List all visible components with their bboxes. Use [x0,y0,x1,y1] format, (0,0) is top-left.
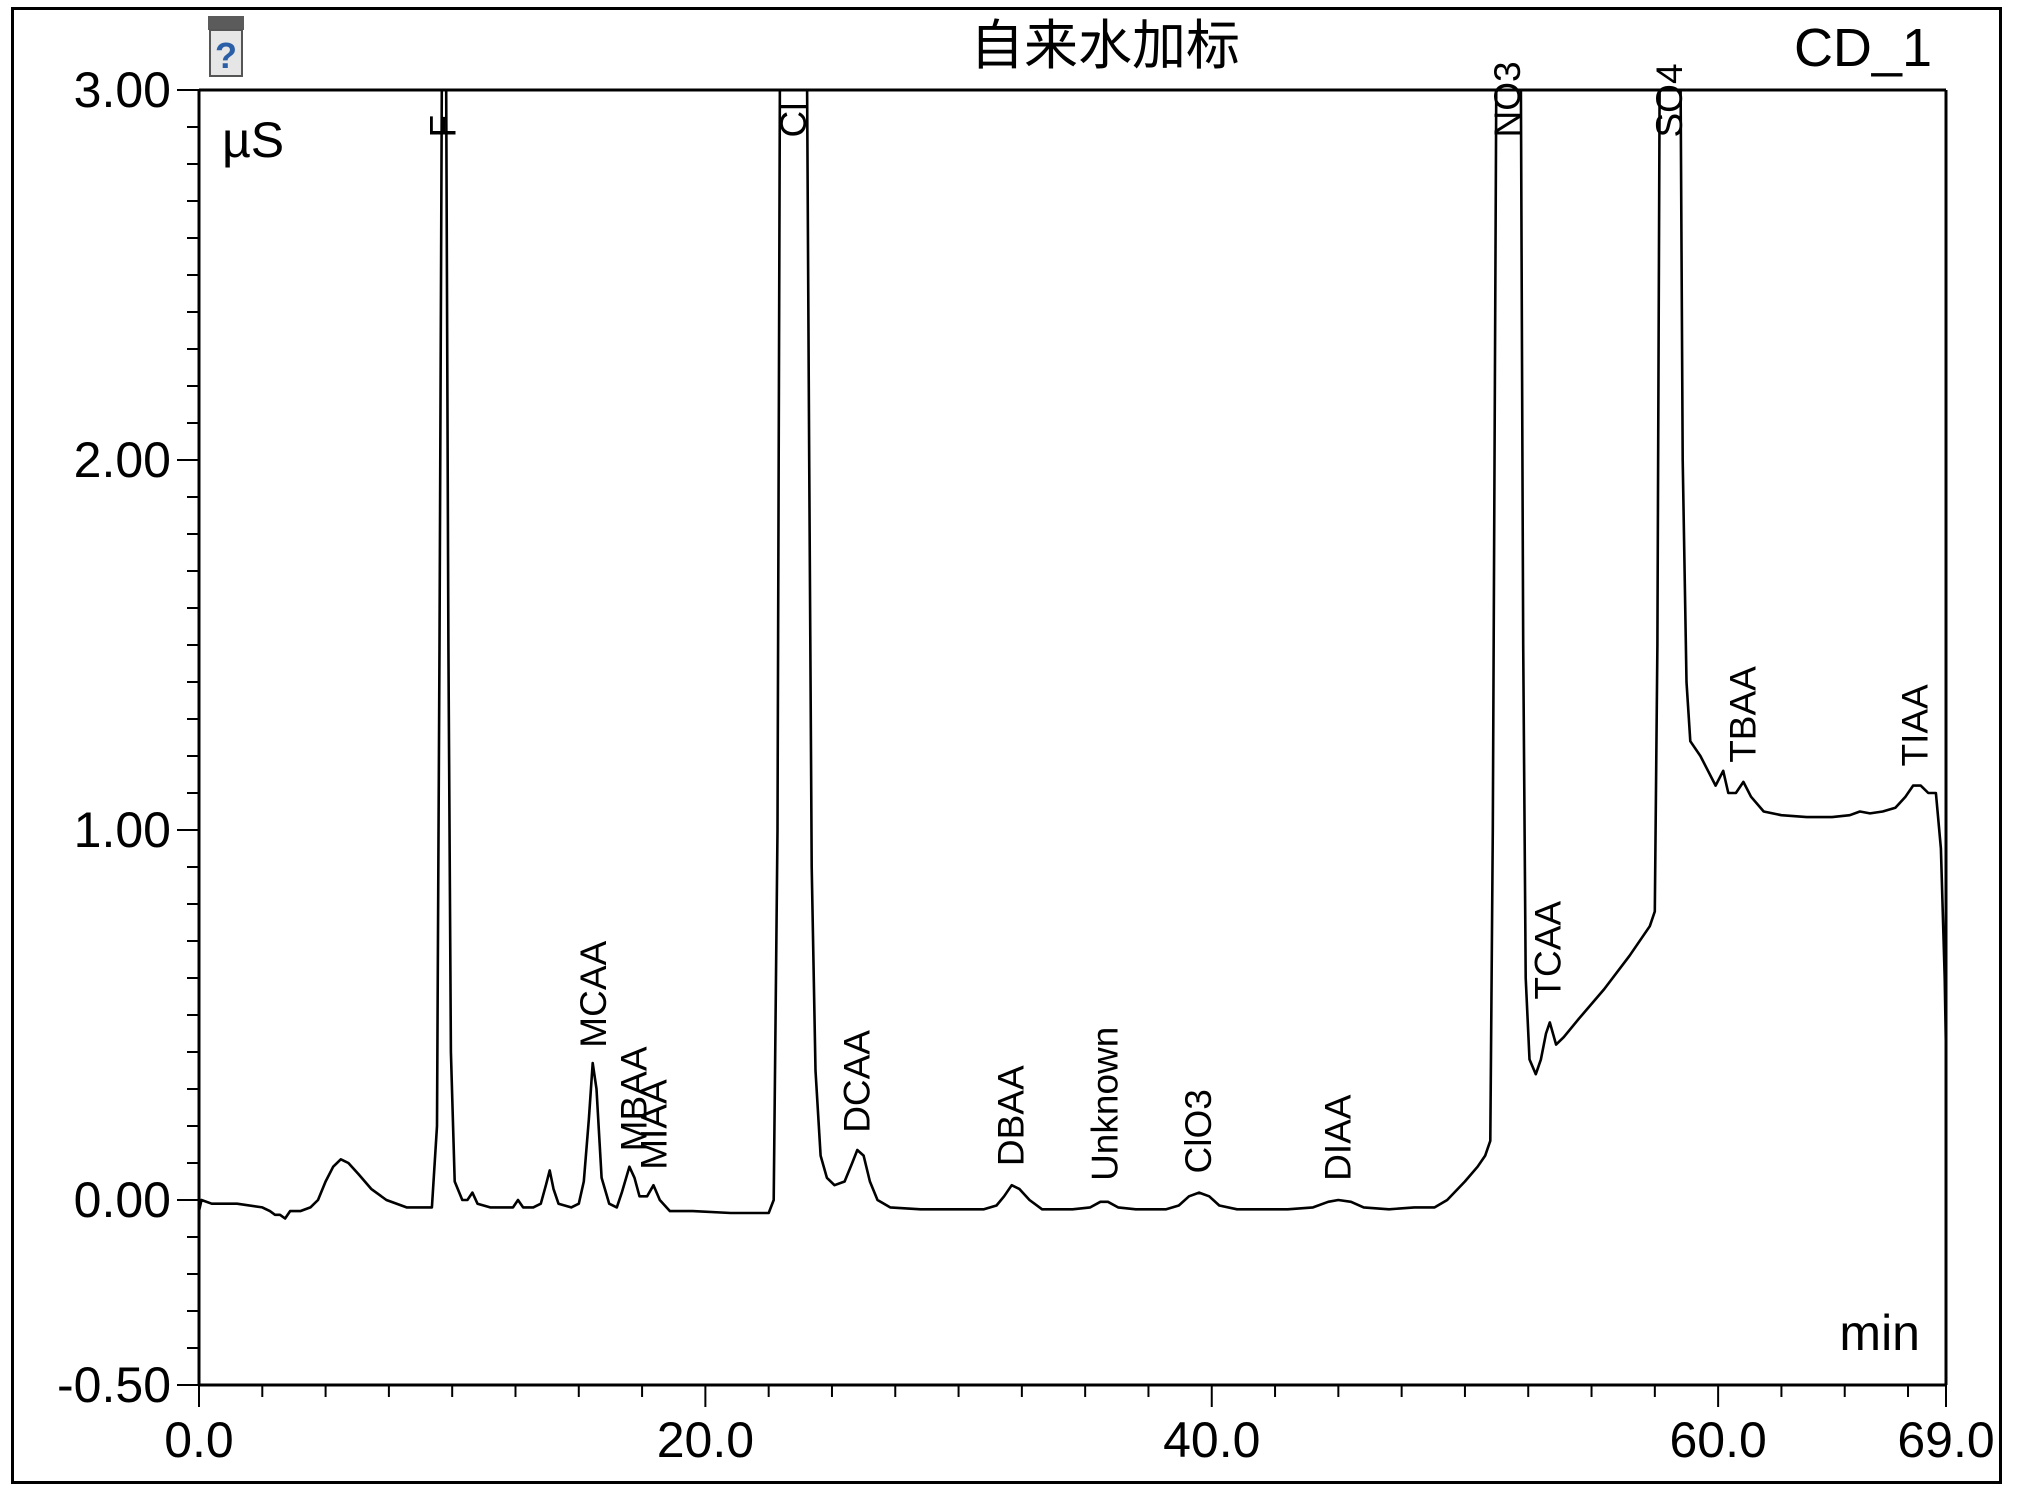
peak-label: DBAA [991,1065,1032,1166]
peak-label: F [422,115,463,138]
chart-title: 自来水加标 [970,14,1240,77]
peak-label: Unknown [1084,1027,1125,1181]
svg-text:?: ? [215,35,237,76]
x-tick-label: 0.0 [164,1412,234,1468]
y-tick-label: 2.00 [74,432,171,488]
peak-label: Cl [773,103,814,138]
chromatogram-trace [199,90,1946,1220]
channel-label: CD_1 [1794,18,1932,78]
axes [197,88,1948,1387]
chromatogram-line [199,90,1946,1220]
y-tick-label: 0.00 [74,1172,171,1228]
peak-label: NO3 [1487,61,1528,137]
peak-label: DCAA [836,1030,877,1133]
peak-label: MCAA [573,940,614,1047]
peak-label: MBAA [613,1046,654,1151]
x-tick-label: 20.0 [657,1412,754,1468]
peak-label: ClO3 [1178,1089,1219,1173]
peak-label: MIAA [634,1079,675,1170]
peak-label: TCAA [1527,901,1568,1000]
vial-question-icon: ? [208,16,244,77]
x-axis-unit: min [1839,1305,1920,1361]
peak-label: SO4 [1649,63,1690,137]
y-tick-label: -0.50 [57,1357,171,1413]
x-tick-label: 69.0 [1897,1412,1994,1468]
x-tick-label: 40.0 [1163,1412,1260,1468]
y-axis-unit: µS [222,112,284,168]
y-tick-label: 3.00 [74,62,171,118]
peak-label: TIAA [1895,684,1936,767]
peak-label: DIAA [1317,1094,1358,1181]
peak-label: TBAA [1722,666,1763,763]
chart-frame [11,7,2002,1484]
x-axis-ticks: 0.0 20.0 40.0 60.0 69.0 [164,1385,1995,1468]
y-axis-ticks: 3.00 2.00 1.00 0.00 -0.50 [57,62,199,1413]
x-tick-label: 60.0 [1669,1412,1766,1468]
y-tick-label: 1.00 [74,802,171,858]
